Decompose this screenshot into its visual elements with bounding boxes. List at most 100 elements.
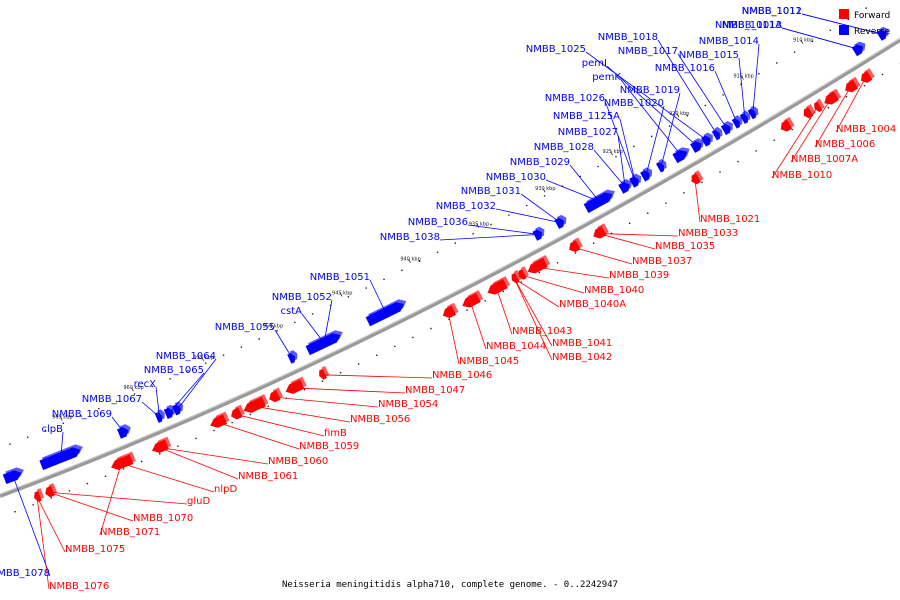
gene-label[interactable]: NMBB_1042 [552,352,612,363]
gene-label[interactable]: NMBB_1052 [272,292,332,303]
gene-label[interactable]: NMBB_1041 [552,338,612,349]
reverse-gene[interactable] [365,301,405,327]
forward-gene[interactable] [803,106,814,119]
gene-label[interactable]: NMBB_1030 [486,172,546,183]
gene-label[interactable]: NMBB_1071 [100,527,160,538]
gene-label[interactable]: NMBB_1011 [742,6,802,17]
forward-gene[interactable] [319,368,328,380]
reverse-gene[interactable] [39,447,81,471]
gene-label[interactable]: NMBB_1015 [679,50,739,61]
forward-gene[interactable] [487,278,508,295]
forward-gene[interactable] [691,172,702,185]
gene-label[interactable]: nlpD [214,484,237,495]
forward-gene[interactable] [442,305,457,319]
gene-label[interactable]: NMBB_1031 [461,186,521,197]
forward-gene[interactable] [823,91,840,105]
gene-label[interactable]: NMBB_1060 [268,456,328,467]
forward-gene[interactable] [151,439,170,454]
gene-label[interactable]: NMBB_1125A [553,111,620,122]
reverse-gene[interactable] [628,176,639,188]
gene-label[interactable]: NMBB_1006 [815,139,875,150]
gene-label[interactable]: NMBB_1018 [598,32,658,43]
reverse-gene[interactable] [739,113,749,125]
gene-label[interactable]: NMBB_1059 [299,441,359,452]
gene-label[interactable]: gluD [187,496,210,507]
gene-label[interactable]: NMBB_1020 [604,98,664,109]
gene-label[interactable]: NMBB_1019 [620,85,680,96]
reverse-gene[interactable] [618,181,630,195]
gene-label[interactable]: NMBB_1016 [655,63,715,74]
gene-label[interactable]: NMBB_1047 [405,385,465,396]
reverse-gene[interactable] [554,217,565,230]
reverse-gene[interactable] [583,192,613,214]
gene-label[interactable]: NMBB_1035 [655,241,715,252]
gene-label[interactable]: NMBB_1010 [772,170,832,181]
gene-label[interactable]: NMBB_1056 [350,414,410,425]
gene-label[interactable]: NMBB_1038 [380,232,440,243]
gene-label[interactable]: NMBB_1029 [510,157,570,168]
gene-label[interactable]: NMBB_1055 [215,322,275,333]
forward-gene[interactable] [593,225,607,239]
reverse-gene[interactable] [720,123,731,136]
gene-label[interactable]: NMBB_1075 [65,544,125,555]
gene-label[interactable]: NMBB_1013 [722,20,782,31]
reverse-gene[interactable] [116,426,129,439]
reverse-gene[interactable] [532,229,543,242]
reverse-gene[interactable] [672,149,688,164]
gene-label[interactable]: NMBB_1025 [526,44,586,55]
gene-label[interactable]: NMBB_1078 [0,568,50,579]
gene-label[interactable]: NMBB_1061 [238,471,298,482]
forward-gene[interactable] [780,119,793,132]
gene-label[interactable]: NMBB_1007A [791,154,858,165]
gene-label[interactable]: NMBB_1070 [133,513,193,524]
forward-gene[interactable] [230,407,243,420]
gene-label[interactable]: NMBB_1036 [408,217,468,228]
reverse-gene[interactable] [747,108,757,120]
gene-label[interactable]: NMBB_1032 [436,201,496,212]
forward-gene[interactable] [243,396,267,414]
gene-label[interactable]: NMBB_1040A [559,299,626,310]
gene-label[interactable]: NMBB_1017 [618,46,678,57]
gene-label[interactable]: NMBB_1076 [49,581,109,592]
reverse-gene[interactable] [286,352,296,365]
forward-gene[interactable] [285,379,305,394]
gene-label[interactable]: NMBB_1064 [156,351,216,362]
gene-label[interactable]: NMBB_1069 [52,409,112,420]
forward-gene[interactable] [527,257,549,274]
gene-label[interactable]: NMBB_1067 [82,394,142,405]
gene-label[interactable]: NMBB_1065 [144,365,204,376]
forward-gene[interactable] [33,490,42,503]
gene-label[interactable]: NMBB_1033 [678,228,738,239]
reverse-gene[interactable] [689,140,702,154]
reverse-gene[interactable] [700,135,711,147]
gene-label[interactable]: NMBB_1011A [715,20,782,31]
gene-label[interactable]: NMBB_1044 [486,341,546,352]
gene-label[interactable]: NMBB_1026 [545,93,605,104]
reverse-gene[interactable] [851,44,864,57]
forward-gene[interactable] [511,272,520,284]
gene-label[interactable]: NMBB_1046 [432,370,492,381]
forward-gene[interactable] [844,79,859,93]
forward-gene[interactable] [462,292,482,308]
gene-label[interactable]: cstA [281,306,303,317]
gene-label[interactable]: NMBB_1012 [742,6,802,17]
forward-gene[interactable] [568,240,581,253]
forward-gene[interactable] [518,268,527,281]
forward-gene[interactable] [813,101,823,113]
gene-label[interactable]: NMBB_1039 [609,270,669,281]
gene-label[interactable]: pemI [582,58,607,69]
gene-label[interactable]: NMBB_1051 [310,272,370,283]
reverse-gene[interactable] [154,411,163,424]
gene-label[interactable]: NMBB_1021 [700,214,760,225]
forward-gene[interactable] [45,485,55,498]
reverse-gene[interactable] [876,29,887,42]
reverse-gene[interactable] [163,407,174,420]
gene-label[interactable]: pemK [592,72,621,83]
gene-label[interactable]: NMBB_1040 [584,285,644,296]
forward-gene[interactable] [268,390,281,403]
gene-label[interactable]: NMBB_1043 [512,326,572,337]
gene-label[interactable]: NMBB_1004 [836,124,896,135]
reverse-gene[interactable] [305,332,341,356]
forward-gene[interactable] [209,414,228,429]
gene-label[interactable]: NMBB_1014 [699,36,759,47]
